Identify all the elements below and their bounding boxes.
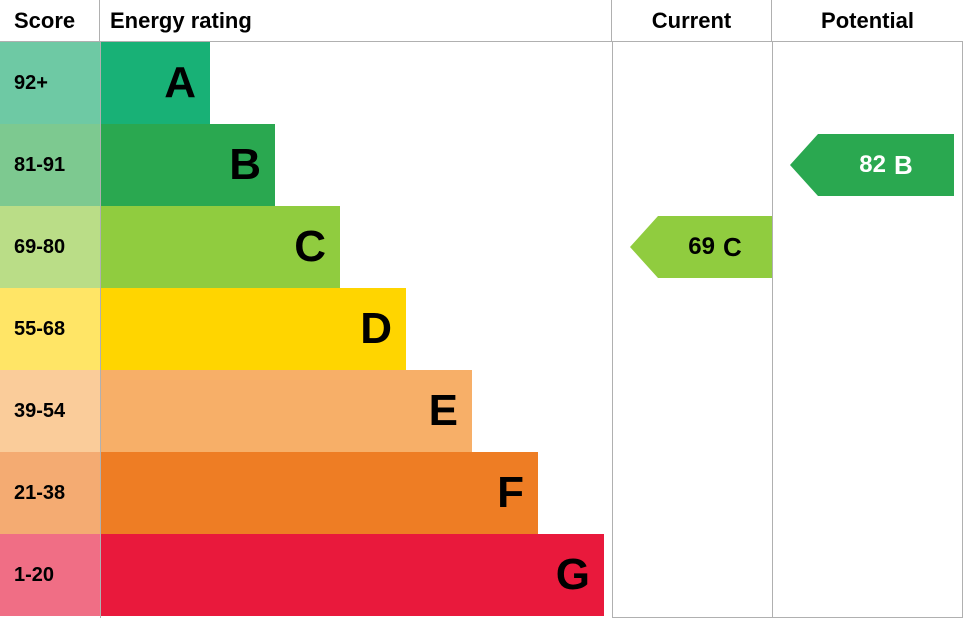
arrow-letter: C (723, 232, 742, 263)
score-range: 92+ (0, 42, 100, 124)
rating-row-d: 55-68D (0, 288, 963, 370)
bar-cell: A (100, 42, 963, 124)
score-range: 81-91 (0, 124, 100, 206)
header-potential: Potential (772, 0, 963, 41)
rating-bar-f: F (100, 452, 538, 534)
bar-cell: F (100, 452, 963, 534)
bar-cell: D (100, 288, 963, 370)
score-range: 1-20 (0, 534, 100, 616)
arrow-body: 69 C (658, 216, 772, 278)
arrow-value: 82 (859, 151, 886, 179)
arrow-tip-icon (790, 134, 818, 196)
rating-bar-e: E (100, 370, 472, 452)
arrow-letter: B (894, 150, 913, 181)
gridline (100, 42, 101, 618)
arrow-tip-icon (630, 216, 658, 278)
rating-bar-c: C (100, 206, 340, 288)
arrow-value: 69 (688, 233, 715, 261)
rating-bar-b: B (100, 124, 275, 206)
bar-cell: E (100, 370, 963, 452)
rating-row-f: 21-38F (0, 452, 963, 534)
rating-bar-a: A (100, 42, 210, 124)
energy-rating-chart: Score Energy rating Current Potential 92… (0, 0, 963, 618)
bar-cell: C (100, 206, 963, 288)
rating-row-e: 39-54E (0, 370, 963, 452)
chart-body: 92+A81-91B69-80C55-68D39-54E21-38F1-20G (0, 42, 963, 618)
rating-bar-g: G (100, 534, 604, 616)
gridline (772, 42, 773, 618)
score-range: 21-38 (0, 452, 100, 534)
rating-row-c: 69-80C (0, 206, 963, 288)
score-range: 69-80 (0, 206, 100, 288)
header-current: Current (612, 0, 772, 41)
header-score: Score (0, 0, 100, 41)
score-range: 39-54 (0, 370, 100, 452)
gridline (612, 42, 613, 618)
rating-bar-d: D (100, 288, 406, 370)
arrow-body: 82 B (818, 134, 954, 196)
header-row: Score Energy rating Current Potential (0, 0, 963, 42)
header-rating: Energy rating (100, 0, 612, 41)
score-range: 55-68 (0, 288, 100, 370)
rating-row-g: 1-20G (0, 534, 963, 616)
rating-row-a: 92+A (0, 42, 963, 124)
bar-cell: G (100, 534, 963, 616)
potential-rating-tag: 82 B (790, 134, 954, 196)
current-rating-tag: 69 C (630, 216, 772, 278)
